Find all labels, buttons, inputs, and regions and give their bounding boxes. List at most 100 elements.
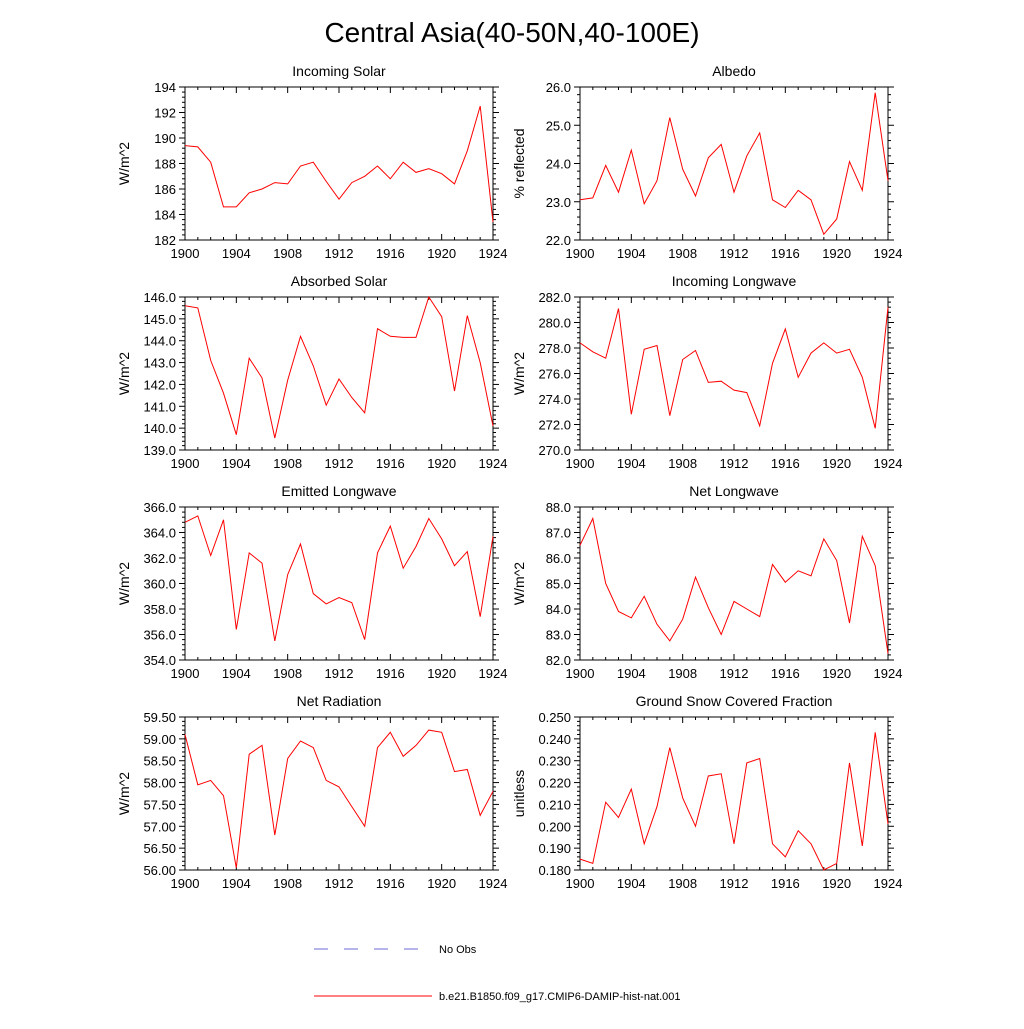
y-tick-label: 0.180 <box>538 863 571 878</box>
y-tick-label: 59.50 <box>143 710 176 725</box>
y-tick-label: 84.0 <box>546 602 571 617</box>
x-tick-label: 1920 <box>427 876 456 891</box>
x-tick-label: 1916 <box>376 876 405 891</box>
x-tick-label: 1900 <box>171 246 200 261</box>
x-tick-label: 1904 <box>222 246 251 261</box>
panel-3: Absorbed Solar W/m^2 1900 1904 1908 1912 1916 1… <box>116 273 507 471</box>
x-tick-label: 1916 <box>376 246 405 261</box>
y-tick-label: 58.50 <box>143 754 176 769</box>
y-tick-label: 139.0 <box>143 443 176 458</box>
y-tick-label: 144.0 <box>143 334 176 349</box>
y-tick-label: 85.0 <box>546 577 571 592</box>
x-tick-label: 1920 <box>822 456 851 471</box>
y-tick-label: 0.230 <box>538 754 571 769</box>
y-tick-label: 190 <box>154 131 176 146</box>
y-axis-label: W/m^2 <box>116 772 132 815</box>
y-tick-label: 145.0 <box>143 312 176 327</box>
panel-title: Net Radiation <box>297 693 382 709</box>
x-tick-label: 1908 <box>273 876 302 891</box>
y-tick-label: 364.0 <box>143 526 176 541</box>
y-tick-label: 143.0 <box>143 356 176 371</box>
y-tick-label: 182 <box>154 233 176 248</box>
x-tick-label: 1916 <box>771 456 800 471</box>
x-tick-label: 1912 <box>720 876 749 891</box>
y-tick-label: 59.00 <box>143 732 176 747</box>
y-axis-label: unitless <box>511 770 527 817</box>
series-line-1 <box>184 295 494 439</box>
y-tick-label: 141.0 <box>143 399 176 414</box>
y-tick-label: 194 <box>154 80 176 95</box>
x-tick-label: 1908 <box>668 666 697 681</box>
x-tick-label: 1908 <box>273 246 302 261</box>
panel-4: Incoming Longwave W/m^2 1900 1904 1908 1912 19… <box>511 273 902 471</box>
y-axis-label: W/m^2 <box>511 352 527 395</box>
legend-model-label: b.e21.B1850.f09_g17.CMIP6-DAMIP-hist-nat… <box>439 991 681 1003</box>
y-tick-label: 26.0 <box>546 80 571 95</box>
y-tick-label: 146.0 <box>143 290 176 305</box>
y-tick-label: 356.0 <box>143 628 176 643</box>
x-tick-label: 1900 <box>171 456 200 471</box>
x-tick-label: 1924 <box>479 456 508 471</box>
x-tick-label: 1908 <box>668 246 697 261</box>
x-tick-label: 1912 <box>325 666 354 681</box>
y-tick-label: 25.0 <box>546 118 571 133</box>
series-line-1 <box>579 516 889 654</box>
x-tick-label: 1900 <box>566 876 595 891</box>
y-tick-label: 186 <box>154 182 176 197</box>
y-tick-label: 24.0 <box>546 157 571 172</box>
x-tick-label: 1908 <box>668 456 697 471</box>
plot-frame <box>579 716 889 871</box>
y-tick-label: 83.0 <box>546 628 571 643</box>
x-tick-label: 1904 <box>222 666 251 681</box>
y-tick-label: 360.0 <box>143 577 176 592</box>
x-tick-label: 1924 <box>874 246 903 261</box>
x-tick-label: 1916 <box>376 456 405 471</box>
y-tick-label: 272.0 <box>538 418 571 433</box>
x-tick-label: 1924 <box>479 246 508 261</box>
y-tick-label: 23.0 <box>546 195 571 210</box>
x-tick-label: 1904 <box>617 666 646 681</box>
y-tick-label: 22.0 <box>546 233 571 248</box>
legend-obs-label: No Obs <box>439 944 477 956</box>
y-axis-label: % reflected <box>511 128 527 198</box>
x-tick-label: 1900 <box>171 666 200 681</box>
x-tick-label: 1912 <box>720 456 749 471</box>
y-tick-label: 362.0 <box>143 551 176 566</box>
x-tick-label: 1908 <box>273 666 302 681</box>
panel-7: Net Radiation W/m^2 1900 1904 1908 1912 1916 19… <box>116 693 507 891</box>
panel-1: Incoming Solar W/m^2 1900 1904 1908 1912 1916 1… <box>116 63 507 261</box>
x-tick-label: 1920 <box>822 246 851 261</box>
y-tick-label: 0.240 <box>538 732 571 747</box>
x-tick-label: 1912 <box>325 876 354 891</box>
figure-title: Central Asia(40-50N,40-100E) <box>324 17 699 48</box>
panel-title: Absorbed Solar <box>291 273 388 289</box>
x-tick-label: 1900 <box>566 666 595 681</box>
y-tick-label: 280.0 <box>538 316 571 331</box>
legend: No Obs b.e21.B1850.f09_g17.CMIP6-DAMIP-h… <box>314 944 681 1003</box>
y-tick-label: 184 <box>154 208 176 223</box>
x-tick-label: 1920 <box>427 456 456 471</box>
y-tick-label: 278.0 <box>538 341 571 356</box>
y-tick-label: 188 <box>154 157 176 172</box>
y-tick-label: 56.00 <box>143 863 176 878</box>
y-tick-label: 0.200 <box>538 819 571 834</box>
series-line-1 <box>579 307 889 429</box>
y-tick-label: 86.0 <box>546 551 571 566</box>
panel-title: Emitted Longwave <box>281 483 396 499</box>
y-axis-label: W/m^2 <box>116 142 132 185</box>
x-tick-label: 1912 <box>325 456 354 471</box>
x-tick-label: 1900 <box>566 246 595 261</box>
panel-title: Incoming Solar <box>292 63 386 79</box>
x-tick-label: 1916 <box>376 666 405 681</box>
x-tick-label: 1920 <box>822 876 851 891</box>
plot-frame <box>184 86 494 241</box>
panel-title: Ground Snow Covered Fraction <box>636 693 833 709</box>
y-tick-label: 57.00 <box>143 819 176 834</box>
y-tick-label: 276.0 <box>538 367 571 382</box>
x-tick-label: 1912 <box>720 666 749 681</box>
x-tick-label: 1908 <box>668 876 697 891</box>
y-tick-label: 358.0 <box>143 602 176 617</box>
series-line-1 <box>184 729 494 868</box>
x-tick-label: 1912 <box>325 246 354 261</box>
